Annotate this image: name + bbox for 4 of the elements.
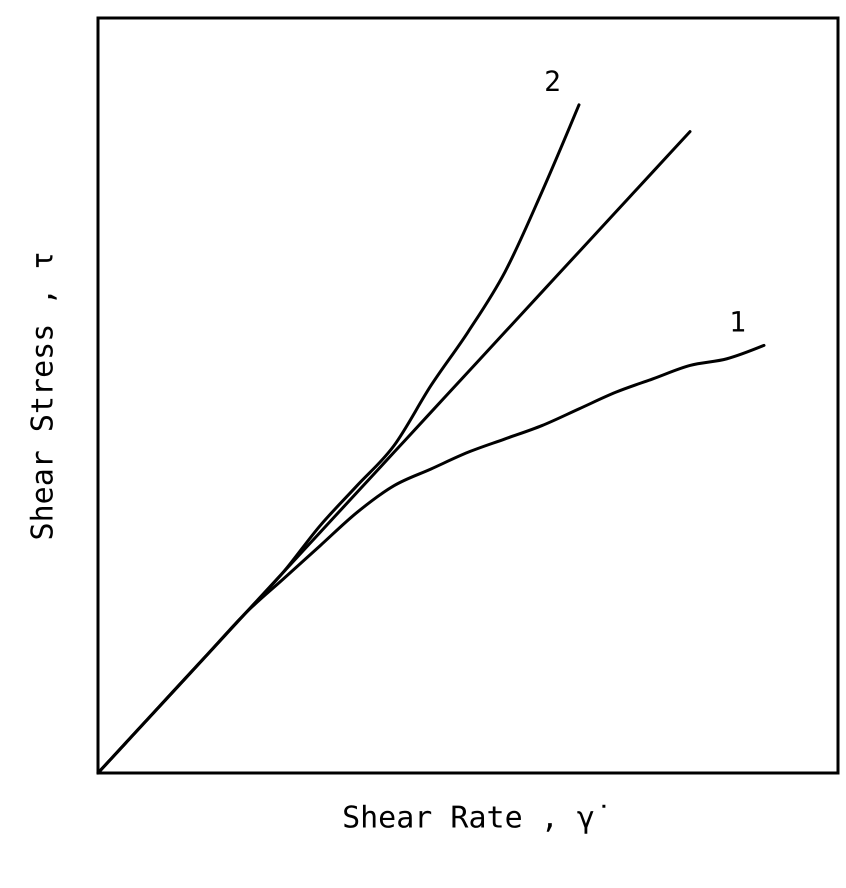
x-axis-title: Shear Rate , γ̇ <box>342 800 606 836</box>
y-axis-title: Shear Stress , τ <box>26 252 60 540</box>
series-label: 2 <box>544 64 561 98</box>
series-label: 1 <box>729 305 746 338</box>
